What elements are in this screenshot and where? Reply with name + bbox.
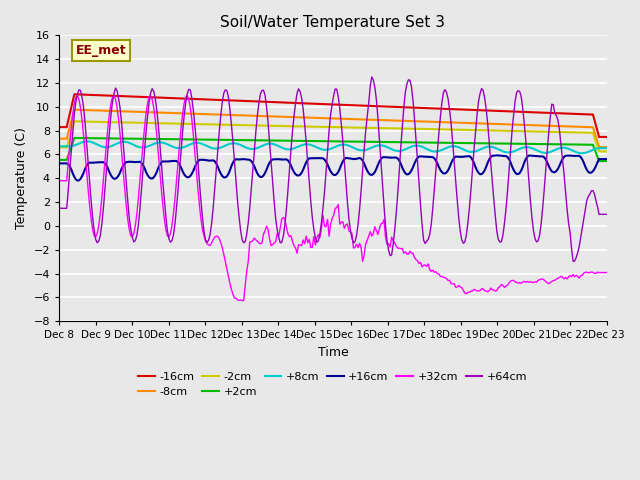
- Legend: -16cm, -8cm, -2cm, +2cm, +8cm, +16cm, +32cm, +64cm: -16cm, -8cm, -2cm, +2cm, +8cm, +16cm, +3…: [134, 367, 532, 401]
- Title: Soil/Water Temperature Set 3: Soil/Water Temperature Set 3: [220, 15, 445, 30]
- Text: EE_met: EE_met: [76, 44, 126, 57]
- Y-axis label: Temperature (C): Temperature (C): [15, 127, 28, 229]
- X-axis label: Time: Time: [317, 346, 348, 359]
